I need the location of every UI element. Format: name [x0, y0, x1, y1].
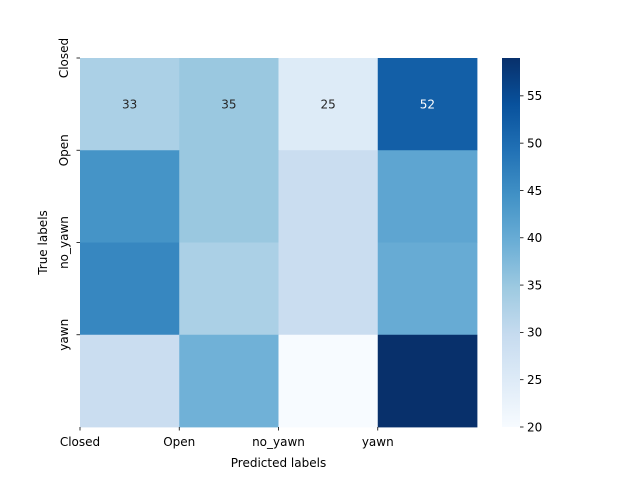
y-tick-label: yawn — [57, 319, 71, 351]
heatmap-cell — [278, 334, 379, 428]
heatmap-cell — [278, 242, 379, 336]
colorbar-gradient — [502, 58, 520, 427]
colorbar-tick-label: 45 — [527, 184, 542, 198]
x-tick-label: Open — [163, 435, 195, 449]
heatmap-cell — [179, 150, 279, 243]
cell-annotation: 25 — [320, 98, 335, 112]
colorbar-tick-label: 40 — [527, 231, 542, 245]
heatmap-cell — [179, 58, 279, 151]
x-tick-label: no_yawn — [252, 435, 305, 449]
x-tick-label: yawn — [362, 435, 394, 449]
heatmap-cell — [80, 58, 180, 151]
x-tick-label: Closed — [60, 435, 100, 449]
cell-annotation: 52 — [420, 98, 435, 112]
y-tick-label: Open — [57, 134, 71, 166]
cell-annotation: 33 — [122, 98, 137, 112]
heatmap-cell — [278, 58, 379, 151]
x-axis-label: Predicted labels — [231, 456, 326, 470]
colorbar-tick-label: 30 — [527, 326, 542, 340]
cell-annotation: 35 — [221, 98, 236, 112]
heatmap-cell — [179, 242, 279, 336]
heatmap-cells — [80, 58, 478, 428]
heatmap-annotations: 33 35 25 52 — [122, 98, 435, 112]
heatmap-cell — [179, 334, 279, 428]
heatmap-cell — [80, 334, 180, 428]
heatmap-cell — [377, 58, 478, 151]
colorbar-tick-label: 55 — [527, 89, 542, 103]
heatmap-cell — [80, 242, 180, 336]
y-axis-label: True labels — [36, 210, 50, 276]
colorbar: 20 25 30 35 40 45 50 55 — [502, 58, 542, 434]
x-axis: Closed Open no_yawn yawn — [60, 427, 394, 449]
y-tick-label: Closed — [57, 38, 71, 78]
y-tick-label: no_yawn — [57, 216, 71, 269]
colorbar-tick-label: 25 — [527, 373, 542, 387]
colorbar-tick-label: 50 — [527, 136, 542, 150]
colorbar-tick-label: 20 — [527, 420, 542, 434]
heatmap-cell — [278, 150, 379, 243]
colorbar-tick-label: 35 — [527, 278, 542, 292]
heatmap-cell — [377, 150, 478, 243]
heatmap-cell — [80, 150, 180, 243]
heatmap-cell — [377, 242, 478, 336]
heatmap-cell — [377, 334, 478, 428]
